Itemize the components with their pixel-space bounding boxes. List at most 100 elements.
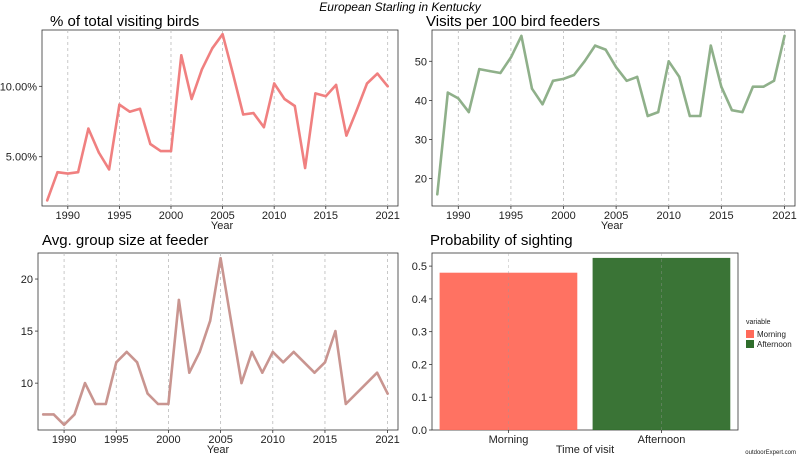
x-tick-label: 2021 <box>772 210 796 222</box>
panel-group-size: Avg. group size at feeder 1990 1995 2000 200… <box>21 232 400 456</box>
data-point <box>83 381 87 385</box>
data-point <box>261 371 264 374</box>
data-point <box>324 95 327 98</box>
data-point <box>188 371 191 374</box>
y-tick-label: 40 <box>415 95 427 107</box>
y-tick-label: 10 <box>21 378 33 390</box>
x-tick-label: 1995 <box>104 434 128 446</box>
y-tick-label: 10.00% <box>0 81 37 93</box>
x-tick-label: 2000 <box>156 434 180 446</box>
y-tick-label: 0.1 <box>412 392 427 404</box>
data-point <box>572 73 576 77</box>
x-tick-label: 2010 <box>261 434 285 446</box>
series-line <box>41 256 389 427</box>
data-point <box>209 319 212 322</box>
data-point <box>97 151 101 154</box>
y-tick-label: 0.0 <box>412 425 427 437</box>
x-axis-label: Year <box>211 220 234 232</box>
x-tick-label: 2010 <box>656 210 680 222</box>
data-point <box>200 68 204 71</box>
x-tick-label: 2015 <box>709 210 733 222</box>
data-point <box>94 402 97 406</box>
x-axis-label: Year <box>601 220 624 232</box>
data-point <box>583 60 586 63</box>
data-point <box>293 104 296 108</box>
data-point <box>604 48 607 51</box>
data-point <box>252 111 255 115</box>
data-point <box>73 413 76 416</box>
data-point <box>229 319 233 322</box>
data-point <box>104 402 108 406</box>
y-tick-label: 20 <box>415 174 427 186</box>
data-point <box>741 110 744 114</box>
x-tick-label: 2000 <box>159 210 183 222</box>
data-point <box>167 402 170 406</box>
chart-title: % of total visiting birds <box>50 13 199 30</box>
data-point <box>118 103 121 106</box>
x-tick-label: 1990 <box>52 434 76 446</box>
data-point <box>115 361 118 364</box>
y-tick-label: 0.5 <box>412 261 427 273</box>
x-tick-label: 2005 <box>210 210 234 222</box>
x-tick-label: 1990 <box>446 210 470 222</box>
data-point <box>314 92 317 95</box>
data-point <box>190 97 193 101</box>
data-point <box>250 350 254 354</box>
x-tick-label: 2005 <box>604 210 628 222</box>
data-point <box>699 114 702 118</box>
data-point <box>355 109 358 112</box>
legend-label-morning: Morning <box>757 330 786 339</box>
legend-title: variable <box>746 319 771 326</box>
data-point <box>751 85 755 88</box>
data-point <box>159 149 162 153</box>
data-point <box>625 79 628 83</box>
x-tick-label: 1995 <box>499 210 523 222</box>
y-tick-label: 0.3 <box>412 327 427 339</box>
data-point <box>46 199 49 202</box>
data-point <box>271 350 274 354</box>
data-point <box>62 423 66 426</box>
data-point <box>541 103 544 106</box>
data-point <box>467 110 470 114</box>
y-tick-label: 20 <box>21 274 33 286</box>
data-point <box>313 371 316 374</box>
x-tick-label: Afternoon <box>638 434 686 446</box>
chart-title: Avg. group size at feeder <box>42 232 209 249</box>
plot-frame <box>41 29 399 207</box>
y-tick-label: 0.2 <box>412 359 427 371</box>
data-point <box>146 392 149 395</box>
panel-visits-per-feeders: Visits per 100 bird feeders 1990 1995 2000 2… <box>415 13 797 232</box>
data-point <box>334 83 338 87</box>
data-point <box>292 350 295 354</box>
data-point <box>56 171 59 174</box>
data-point <box>457 97 460 100</box>
data-point <box>636 75 639 79</box>
data-point <box>283 97 286 101</box>
data-point <box>376 72 379 75</box>
data-point <box>688 114 691 118</box>
x-tick-label: 2005 <box>208 434 232 446</box>
x-axis-label: Year <box>207 444 230 456</box>
data-point <box>551 79 555 83</box>
data-point <box>478 67 481 71</box>
data-point <box>386 392 389 395</box>
data-point <box>344 402 347 406</box>
data-point <box>211 47 214 50</box>
data-point <box>66 172 70 175</box>
data-point <box>365 82 369 85</box>
data-point <box>125 350 128 354</box>
data-point <box>42 413 45 416</box>
data-point <box>334 329 337 333</box>
data-point <box>386 85 389 88</box>
y-tick-label: 5.00% <box>6 152 37 164</box>
data-point <box>128 110 131 113</box>
data-point <box>282 361 285 364</box>
legend-swatch-afternoon <box>746 340 754 348</box>
data-point <box>562 77 565 81</box>
data-point <box>273 82 276 85</box>
y-tick-label: 50 <box>415 56 427 68</box>
data-point <box>509 56 513 59</box>
data-point <box>169 149 173 153</box>
x-tick-label: 2021 <box>375 210 399 222</box>
